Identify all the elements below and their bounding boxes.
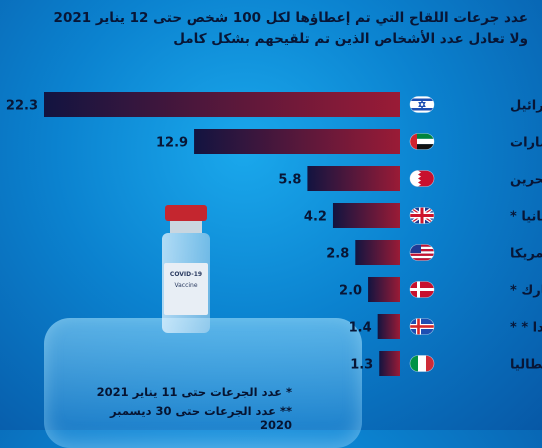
bar: [44, 92, 400, 117]
vaccine-vial-illustration: COVID-19 Vaccine: [160, 205, 212, 333]
footnote-2: ** عدد الجرعات حتى 30 ديسمبر 2020: [110, 404, 292, 432]
category-label: الدنمارك *: [510, 284, 542, 299]
category-label: بريطانيا *: [510, 210, 542, 225]
iceland-flag-icon: [409, 318, 435, 335]
value-label: 12.9: [156, 136, 188, 151]
category-label: أمريكا: [510, 245, 542, 262]
vial-label: COVID-19 Vaccine: [164, 263, 208, 315]
bar-row: 1.3 إيطاليا: [350, 351, 542, 376]
category-label: إيطاليا: [510, 358, 542, 373]
bar: [355, 240, 400, 265]
chart-title-line2: ولا تعادل عدد الأشخاص الذين تم تلقيحهم ب…: [173, 31, 528, 47]
value-label: 5.8: [278, 173, 301, 188]
bar: [194, 129, 400, 154]
value-label: 4.2: [304, 210, 327, 225]
value-label: 2.8: [326, 247, 349, 262]
bar-row: 2.0 الدنمارك *: [339, 277, 542, 302]
israel-flag-icon: [409, 96, 435, 113]
vial-label-line1: COVID-19: [169, 271, 203, 278]
vial-label-line2: Vaccine: [174, 282, 198, 289]
bar: [368, 277, 400, 302]
bar-row: 12.9 الإمارات: [156, 129, 542, 154]
usa-flag-icon: [409, 244, 435, 261]
bar-row: 4.2 بريطانيا *: [304, 203, 542, 228]
vial-neck: [170, 221, 202, 233]
pedestal-decoration: [44, 318, 362, 448]
category-label: أيسلندا * *: [510, 319, 542, 336]
bar-row: 22.3 إسرائيل: [6, 92, 542, 117]
value-label: 1.3: [350, 358, 373, 373]
vial-cap: [165, 205, 207, 221]
italy-flag-icon: [409, 355, 435, 372]
chart-title-line1: عدد جرعات اللقاح التي تم إعطاؤها لكل 100…: [53, 10, 528, 26]
bar: [377, 314, 400, 339]
bar-row: 2.8 أمريكا: [326, 240, 542, 265]
value-label: 22.3: [6, 99, 38, 114]
uk-flag-icon: [409, 207, 435, 224]
bar: [307, 166, 400, 191]
footnote-1: * عدد الجرعات حتى 11 يناير 2021: [96, 385, 292, 399]
value-label: 2.0: [339, 284, 362, 299]
bar: [332, 203, 400, 228]
category-label: البحرين: [510, 173, 542, 188]
value-label: 1.4: [349, 321, 372, 336]
bar: [379, 351, 400, 376]
denmark-flag-icon: [409, 281, 435, 298]
category-label: الإمارات: [510, 136, 542, 151]
bar-row: 1.4 أيسلندا * *: [349, 314, 542, 339]
category-label: إسرائيل: [510, 99, 542, 114]
bar-row: 5.8 البحرين: [278, 166, 542, 191]
bar-chart: 22.3 إسرائيل 12.9 الإمارات 5.8 البحرين 4.2 بريط…: [6, 92, 542, 376]
bahrain-flag-icon: [409, 170, 435, 187]
uae-flag-icon: [409, 133, 435, 150]
